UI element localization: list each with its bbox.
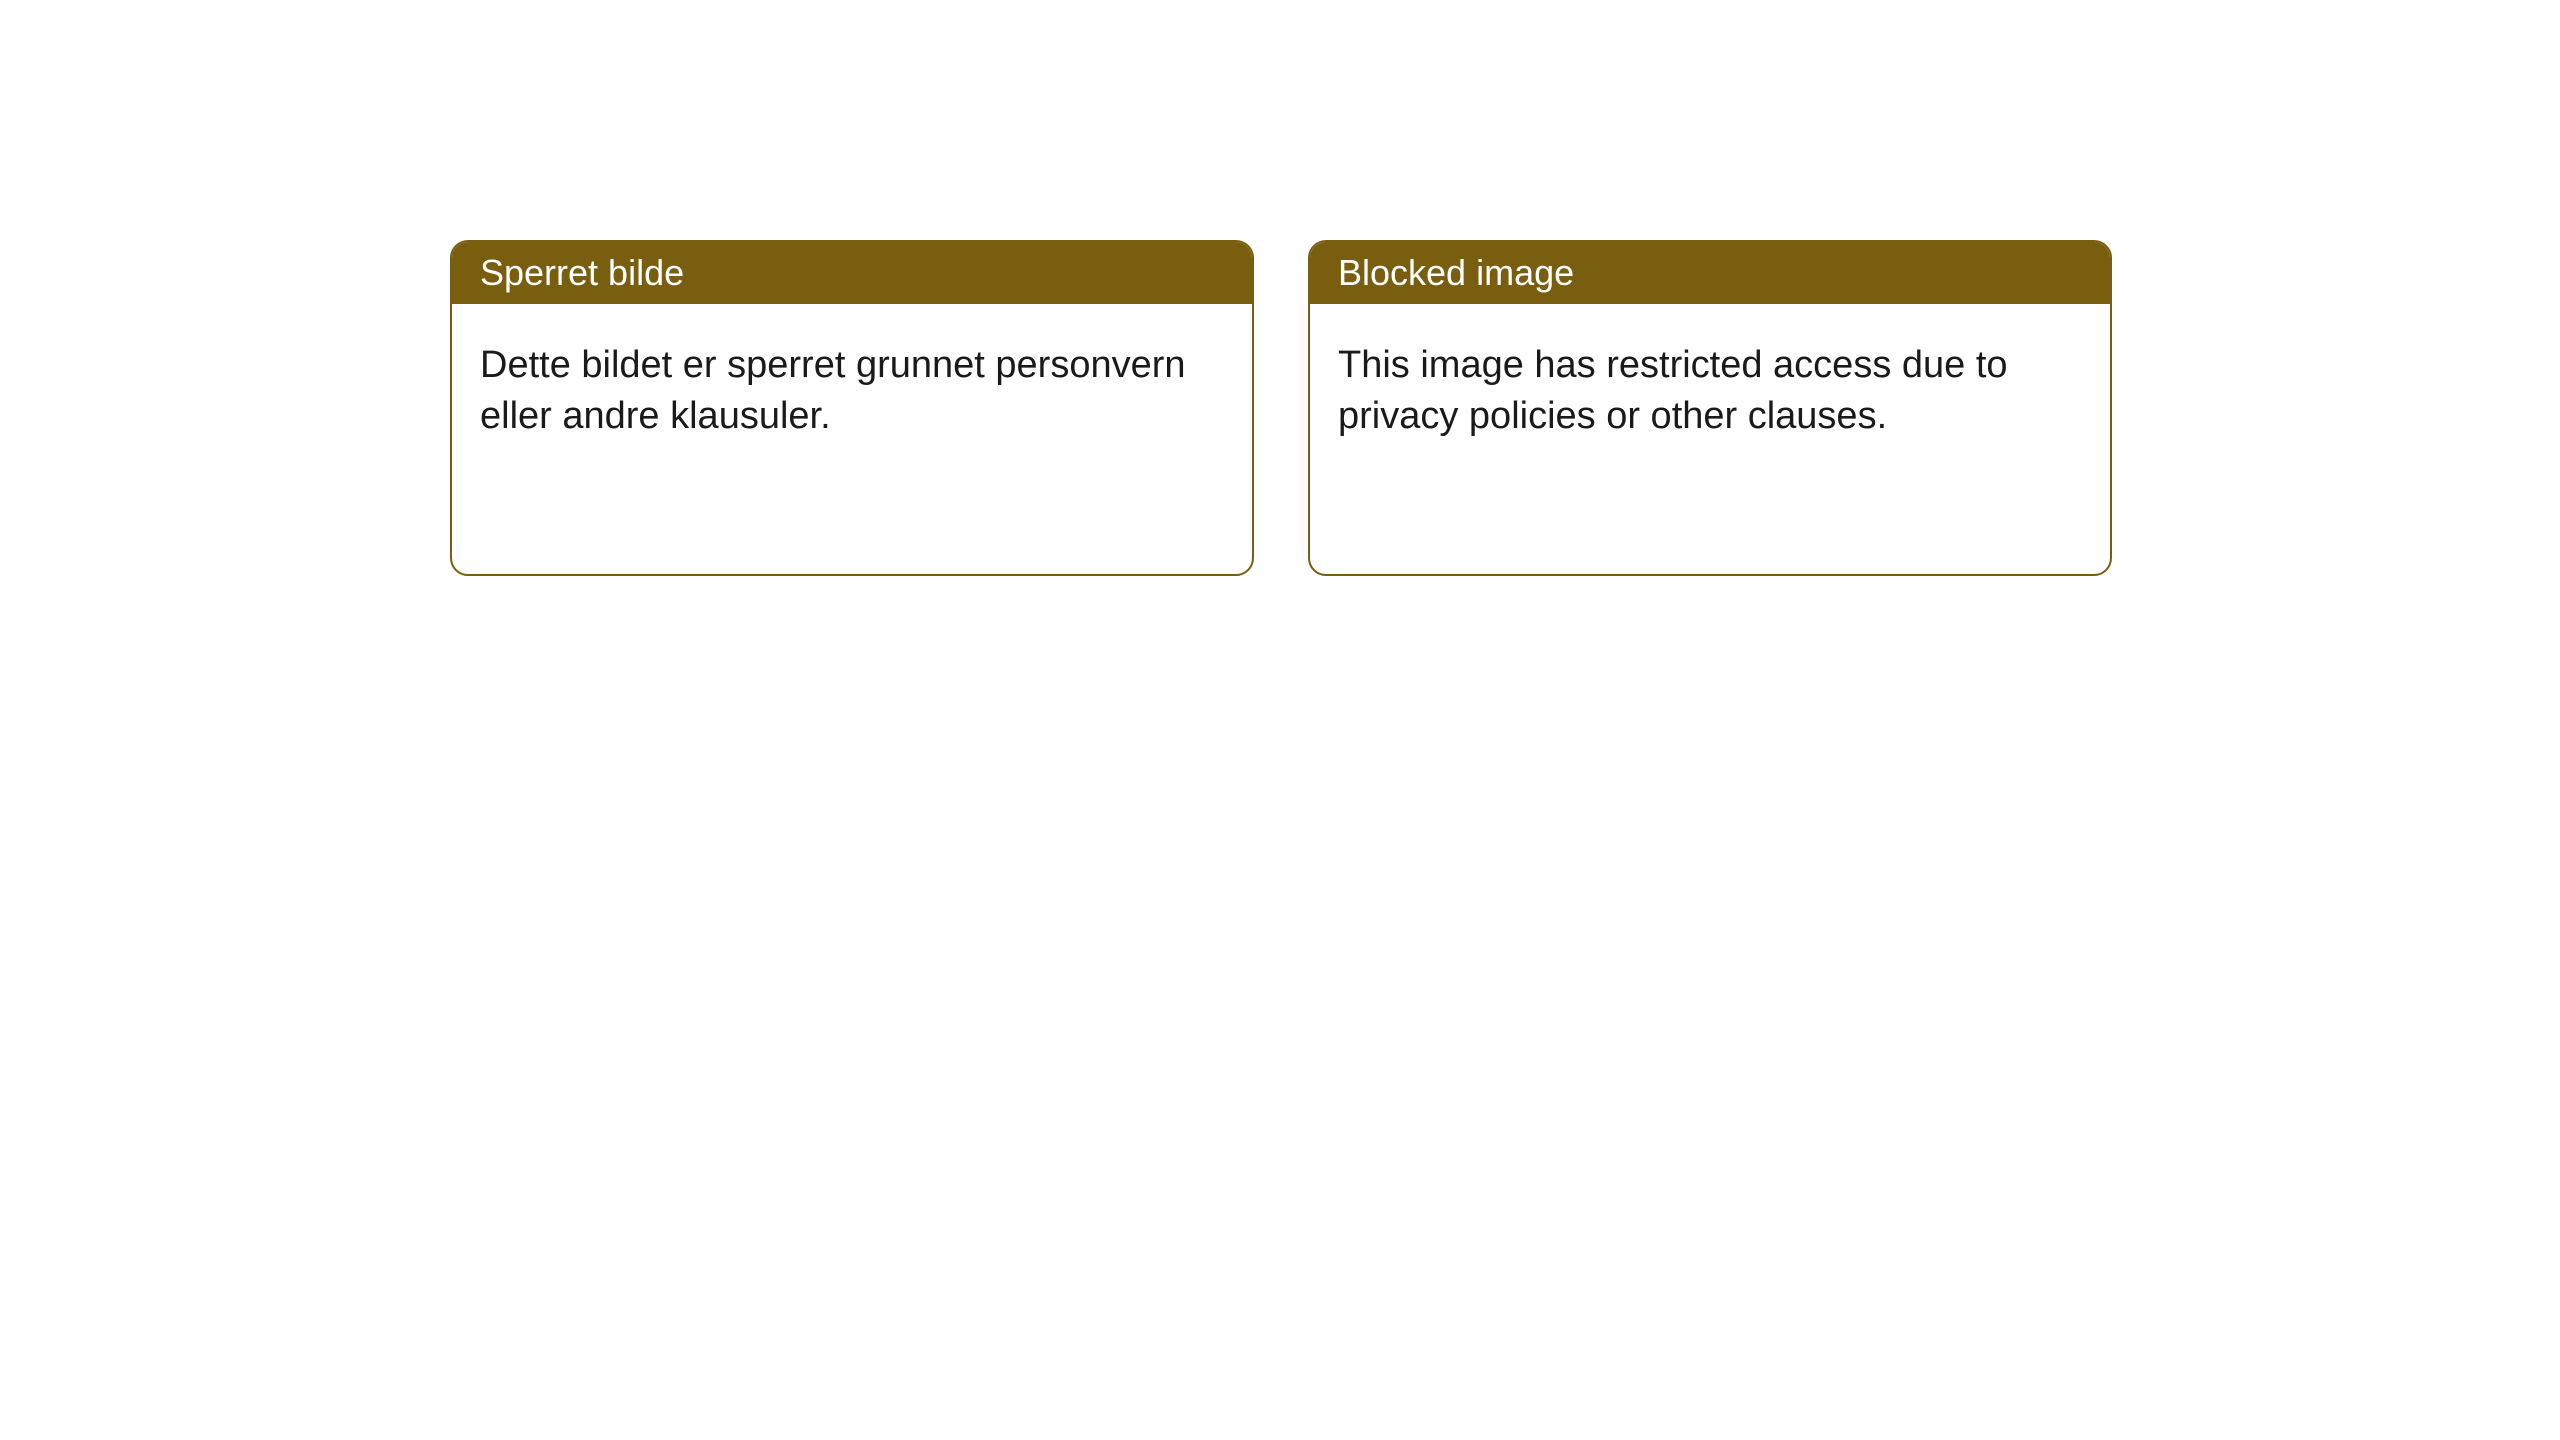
notice-card-english: Blocked image This image has restricted … bbox=[1308, 240, 2112, 576]
card-header: Sperret bilde bbox=[452, 242, 1252, 304]
card-message: This image has restricted access due to … bbox=[1338, 340, 2082, 443]
card-header: Blocked image bbox=[1310, 242, 2110, 304]
card-title: Blocked image bbox=[1338, 252, 1574, 293]
card-message: Dette bildet er sperret grunnet personve… bbox=[480, 340, 1224, 443]
card-body: This image has restricted access due to … bbox=[1310, 304, 2110, 574]
card-body: Dette bildet er sperret grunnet personve… bbox=[452, 304, 1252, 574]
notice-cards-container: Sperret bilde Dette bildet er sperret gr… bbox=[450, 240, 2112, 576]
card-title: Sperret bilde bbox=[480, 252, 684, 293]
notice-card-norwegian: Sperret bilde Dette bildet er sperret gr… bbox=[450, 240, 1254, 576]
